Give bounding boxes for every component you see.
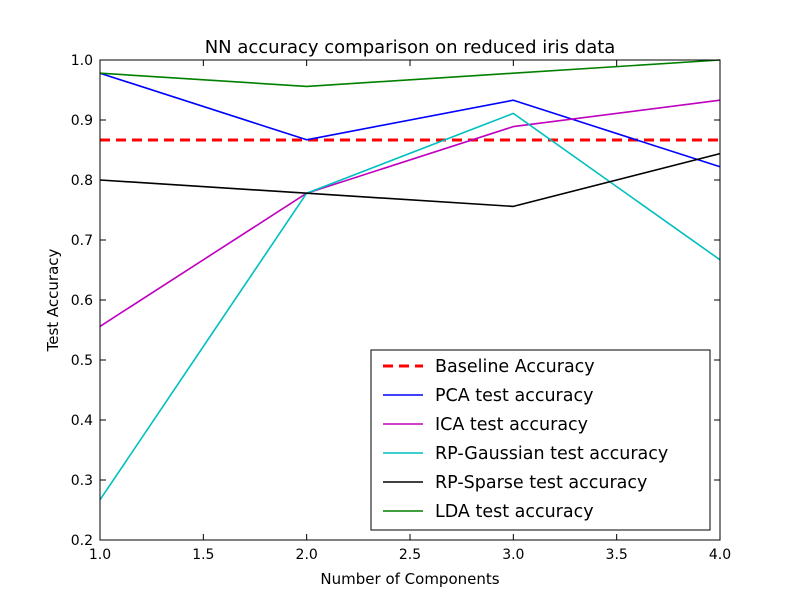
series-line-1 <box>99 72 721 168</box>
y-tick-label-7: 0.9 <box>71 113 93 129</box>
legend: Baseline Accuracy PCA test accuracy ICA te… <box>370 349 711 531</box>
y-tick-label-4: 0.6 <box>71 293 93 309</box>
legend-label-2: ICA test accuracy <box>435 415 588 435</box>
legend-label-3: RP-Gaussian test accuracy <box>435 444 668 464</box>
legend-label-0: Baseline Accuracy <box>435 357 595 377</box>
x-tick-label-4: 3.0 <box>502 547 524 563</box>
y-tick-label-3: 0.5 <box>71 353 93 369</box>
x-tick-label-6: 4.0 <box>709 547 731 563</box>
x-tick-label-0: 1.0 <box>89 547 111 563</box>
y-axis-label: Test Accuracy <box>44 248 62 352</box>
x-tick-label-1: 1.5 <box>192 547 214 563</box>
y-tick-label-2: 0.4 <box>71 413 93 429</box>
legend-label-4: RP-Sparse test accuracy <box>435 473 647 493</box>
x-tick-label-2: 2.0 <box>296 547 318 563</box>
series-line-3 <box>99 112 721 501</box>
legend-box <box>370 349 711 531</box>
series-layer <box>99 59 721 501</box>
legend-label-1: PCA test accuracy <box>435 386 593 406</box>
series-line-4 <box>99 152 721 208</box>
chart-title: NN accuracy comparison on reduced iris d… <box>205 37 616 58</box>
legend-label-5: LDA test accuracy <box>435 502 594 522</box>
y-tick-label-0: 0.2 <box>71 533 93 549</box>
x-tick-label-5: 3.5 <box>606 547 628 563</box>
x-tick-label-3: 2.5 <box>399 547 421 563</box>
series-line-5 <box>99 59 721 88</box>
y-tick-label-8: 1.0 <box>71 53 93 69</box>
y-tick-label-1: 0.3 <box>71 473 93 489</box>
tick-layer: 1.0 1.5 2.0 2.5 3.0 3.5 4.0 0.2 0.3 0.4 0.5 0.6 0.7 0… <box>71 53 731 563</box>
y-tick-label-6: 0.8 <box>71 173 93 189</box>
y-tick-label-5: 0.7 <box>71 233 93 249</box>
series-line-2 <box>99 99 721 328</box>
x-axis-label: Number of Components <box>320 570 499 588</box>
